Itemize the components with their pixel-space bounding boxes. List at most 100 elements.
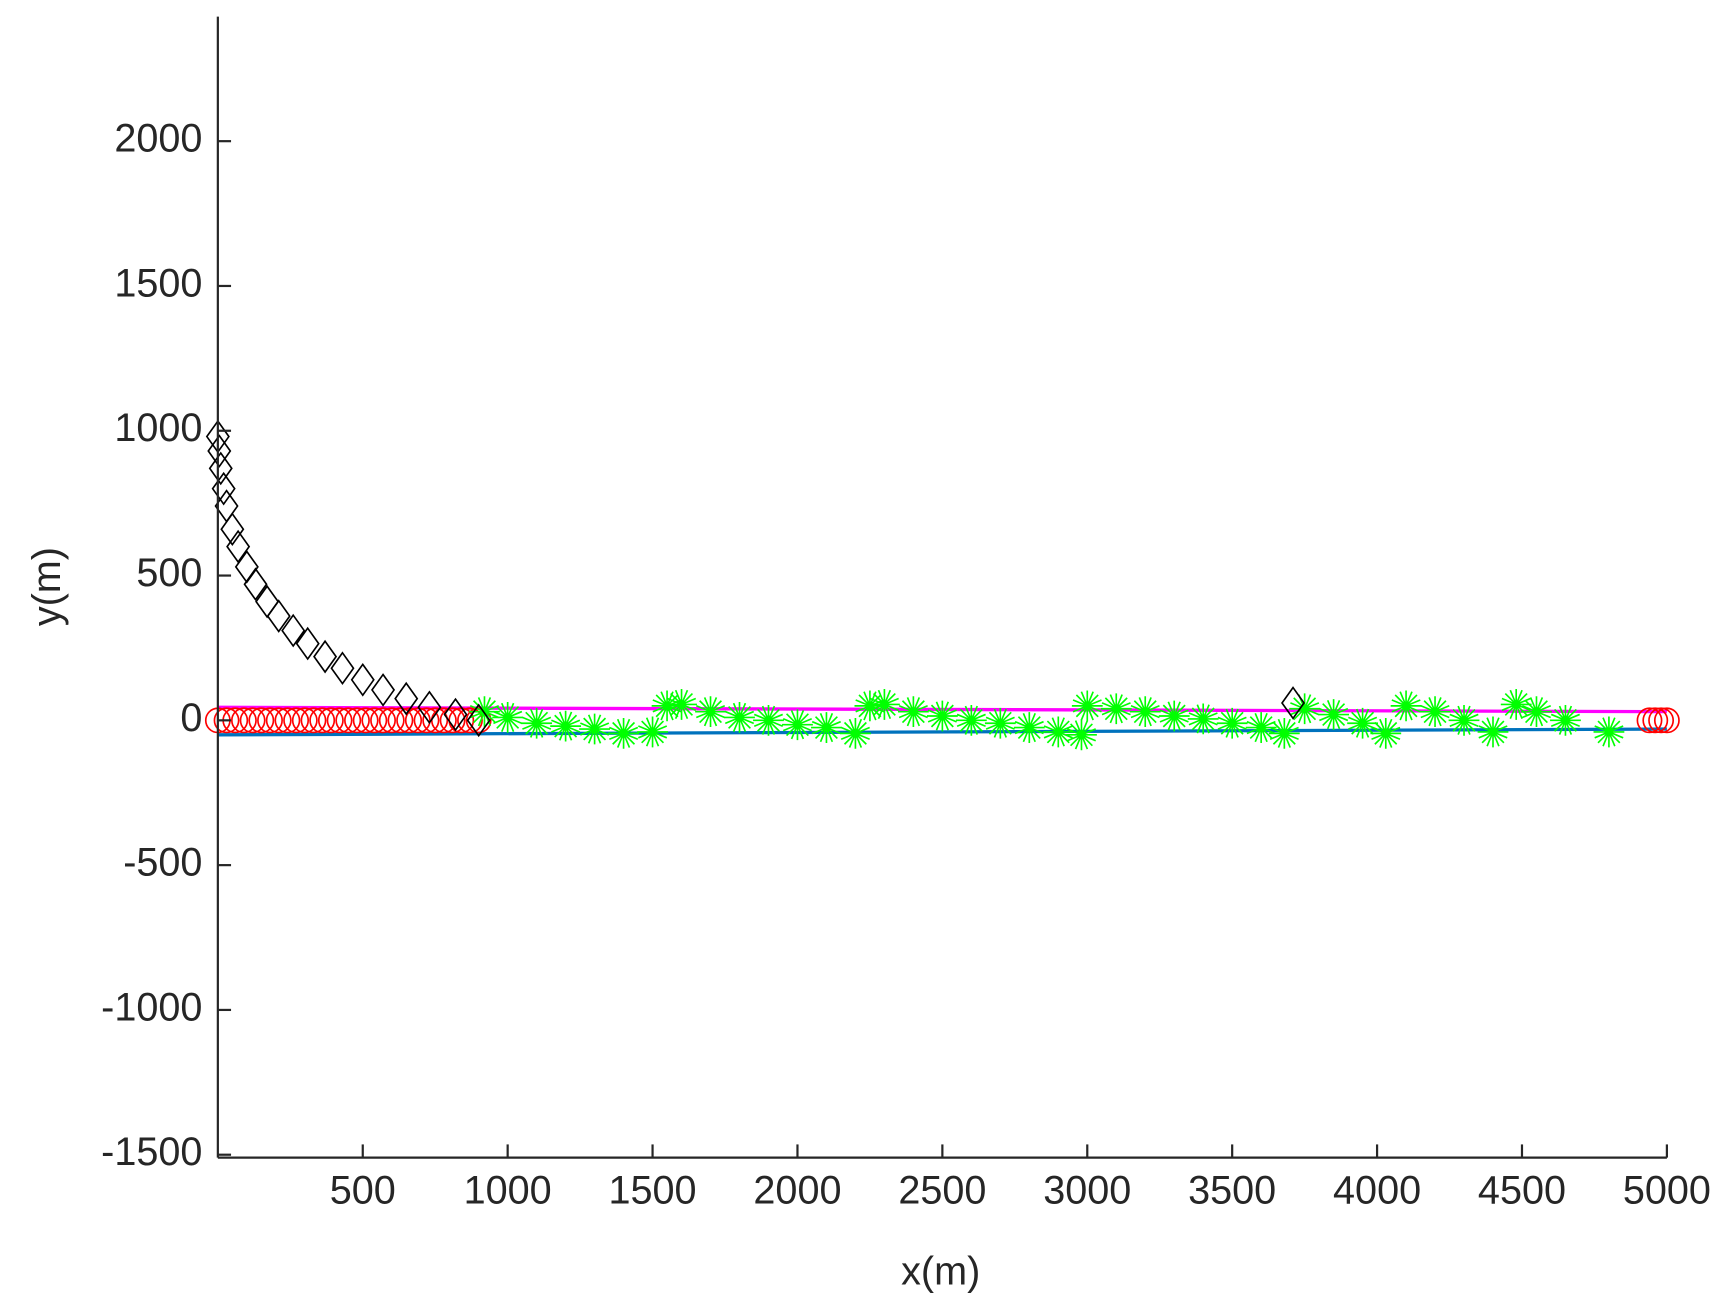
circle-marker <box>404 707 431 734</box>
circle-marker <box>231 707 257 734</box>
x-tick-label: 500 <box>330 1168 396 1212</box>
diamond-marker <box>255 584 280 619</box>
star-marker <box>782 709 813 741</box>
diamond-marker <box>295 626 320 661</box>
circle-marker <box>1636 707 1663 734</box>
y-tick-label: 0 <box>180 696 202 740</box>
star-marker <box>637 716 668 748</box>
circle-marker <box>239 707 266 734</box>
x-tick-label: 1000 <box>464 1168 552 1212</box>
circle-marker <box>396 707 423 734</box>
star-marker <box>579 713 611 745</box>
star-marker <box>1071 690 1103 722</box>
circle-marker <box>274 707 301 734</box>
star-marker <box>1318 699 1350 730</box>
y-tick-label: -500 <box>123 841 202 885</box>
x-tick-label: 2500 <box>898 1168 986 1212</box>
circle-marker <box>283 707 310 734</box>
circle-marker <box>326 707 353 734</box>
star-marker <box>1216 707 1248 739</box>
plot-area <box>204 419 1680 751</box>
diamond-marker <box>226 529 251 564</box>
diamond-marker <box>207 434 232 468</box>
x-tick-label: 5000 <box>1623 1168 1711 1212</box>
star-marker <box>521 707 553 739</box>
star-marker <box>869 689 900 720</box>
star-marker <box>1268 717 1300 749</box>
circle-marker <box>1648 707 1675 734</box>
star-marker <box>926 700 958 732</box>
diamond-marker <box>466 703 491 738</box>
y-tick-label: 1500 <box>114 261 202 305</box>
diamond-marker <box>350 662 375 697</box>
y-tick-label: -1500 <box>101 1130 202 1174</box>
star-marker <box>1370 717 1402 749</box>
diamond-marker <box>281 613 306 648</box>
star-marker <box>492 702 524 733</box>
circle-marker <box>300 707 327 734</box>
star-marker <box>724 702 755 733</box>
star-marker <box>840 717 871 749</box>
star-marker <box>1593 716 1625 748</box>
x-tick-label: 3500 <box>1188 1168 1276 1212</box>
diamond-marker <box>443 697 468 732</box>
diamond-marker <box>394 681 419 716</box>
diamond-marker <box>330 651 355 686</box>
circle-marker <box>248 707 275 734</box>
star-marker <box>1042 716 1074 748</box>
diamond-marker <box>208 451 233 486</box>
circle-marker <box>291 707 318 734</box>
y-tick-label: -1000 <box>101 985 202 1029</box>
star-marker <box>1477 716 1509 748</box>
x-tick-label: 3000 <box>1043 1168 1131 1212</box>
star-marker <box>854 690 886 722</box>
star-marker <box>608 717 639 749</box>
star-marker <box>1158 700 1190 732</box>
diamond-marker <box>220 512 245 547</box>
star-marker <box>1066 719 1097 751</box>
y-axis-label: y(m) <box>25 547 69 626</box>
circle-marker <box>422 707 449 734</box>
star-marker <box>1500 689 1532 720</box>
circle-marker <box>413 707 440 734</box>
star-marker <box>1390 690 1422 722</box>
circle-marker <box>378 707 405 734</box>
star-marker <box>1129 696 1161 728</box>
circle-marker <box>213 707 240 734</box>
diamond-marker <box>211 471 236 506</box>
diamond-marker <box>1281 686 1306 720</box>
diamond-marker <box>266 599 291 633</box>
circle-marker <box>317 707 344 734</box>
y-tick-label: 2000 <box>114 117 202 161</box>
circle-marker <box>361 707 388 734</box>
circle-marker <box>457 707 483 734</box>
diamond-marker <box>234 550 259 584</box>
circle-marker <box>387 707 414 734</box>
star-marker <box>666 689 697 720</box>
star-marker <box>1187 703 1219 735</box>
star-marker <box>811 712 842 743</box>
star-marker <box>955 704 987 736</box>
x-tick-label: 1500 <box>609 1168 697 1212</box>
star-marker <box>550 710 582 742</box>
star-marker <box>1521 696 1552 728</box>
star-marker <box>1347 707 1378 739</box>
star-marker <box>897 696 929 728</box>
circle-marker <box>265 707 292 734</box>
star-marker <box>984 707 1016 739</box>
circle-marker <box>370 707 396 734</box>
circle-marker <box>1653 707 1680 734</box>
circle-marker <box>465 707 492 734</box>
x-tick-label: 2000 <box>753 1168 841 1212</box>
diamond-marker <box>371 673 396 707</box>
circle-marker <box>257 707 283 734</box>
star-marker <box>1550 704 1581 736</box>
x-tick-label: 4500 <box>1478 1168 1566 1212</box>
star-marker <box>1245 712 1277 743</box>
star-marker <box>1448 704 1480 736</box>
circle-marker <box>1642 707 1669 734</box>
diamond-marker <box>417 690 442 725</box>
y-tick-label: 1000 <box>114 406 202 450</box>
